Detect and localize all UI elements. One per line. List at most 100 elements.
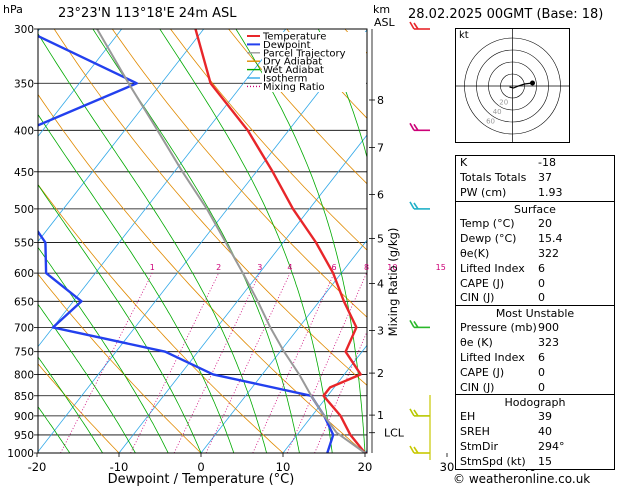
wind-barb-flag (413, 202, 419, 210)
wet-adiabat-line (400, 29, 435, 453)
hodograph-param-row-label: StmSpd (kt) (460, 454, 526, 468)
mixing-ratio-label: 15 (436, 263, 446, 272)
km-tick-label: 7 (377, 141, 384, 154)
surface-table: Surface Temp (°C) 20 Dewp (°C) 15.4 θe(K) 322… (455, 201, 615, 307)
index-row-value: -18 (538, 156, 556, 169)
pressure-tick-label: 600 (14, 268, 34, 280)
indices-table: K -18 Totals Totals 37 PW (cm) 1.93 (455, 155, 615, 203)
surface-row-label: Lifted Index (460, 261, 525, 275)
surface-row-label: CAPE (J) (460, 276, 505, 290)
asl-axis-label: ASL (374, 16, 395, 29)
dry-adiabat-line (38, 183, 284, 453)
km-tick-label: 8 (377, 94, 384, 107)
index-row: PW (cm) 1.93 (456, 186, 614, 201)
surface-row: CAPE (J) 0 (456, 277, 614, 292)
dry-adiabat-line (170, 29, 367, 251)
hodograph-trace (509, 82, 533, 89)
legend-label: Isotherm (263, 74, 307, 85)
most-unstable-row: Pressure (mb) 900 (456, 321, 614, 336)
most-unstable-row-value: 0 (538, 380, 545, 394)
wet-adiabat-line (38, 113, 235, 453)
hodograph-params-table: Hodograph EH 39 SREH 40 StmDir 294° StmSpd (kt… (455, 394, 615, 470)
index-row: Totals Totals 37 (456, 171, 614, 186)
most-unstable-row-value: 900 (538, 321, 559, 334)
most-unstable-row-label: CIN (J) (460, 380, 495, 394)
wind-barb-flag (413, 22, 419, 30)
wind-barb-flag (413, 123, 419, 131)
dry-adiabat-line (53, 29, 367, 386)
hodograph-param-row: StmDir 294° (456, 440, 614, 455)
index-row-label: Totals Totals (460, 170, 527, 184)
index-row: K -18 (456, 156, 614, 171)
storm-motion-marker (530, 80, 535, 86)
isotherm-line (38, 29, 123, 137)
pressure-tick-label: 800 (14, 369, 34, 381)
hodograph: 20 40 60 kt (455, 28, 570, 143)
km-tick-label: 5 (377, 233, 384, 246)
surface-row-label: θe(K) (460, 246, 490, 260)
pressure-tick-label: 350 (14, 78, 34, 90)
pressure-tick-label: 750 (14, 347, 34, 359)
most-unstable-row: CIN (J) 0 (456, 381, 614, 396)
most-unstable-row-value: 0 (538, 365, 545, 379)
wind-barb-flag (409, 122, 415, 131)
mixing-ratio-label: 8 (364, 263, 369, 272)
hodograph-ring-label: 20 (499, 99, 508, 107)
most-unstable-row-value: 323 (538, 335, 559, 349)
wet-adiabat-line (92, 29, 300, 453)
wind-barb-flag (409, 408, 415, 417)
index-row-label: PW (cm) (460, 185, 507, 199)
wet-adiabat-line (317, 29, 367, 159)
isotherm-line (282, 344, 367, 453)
pressure-tick-label: 900 (14, 411, 34, 423)
index-row-value: 1.93 (538, 185, 563, 199)
km-tick-label: LCL (384, 427, 405, 440)
pressure-tick-label: 700 (14, 322, 34, 334)
station-location: 23°23'N 113°18'E 24m ASL (58, 6, 237, 21)
hodograph-ring-label: 40 (493, 108, 502, 116)
wet-adiabat-line (38, 406, 71, 453)
mixing-ratio-line (173, 272, 261, 453)
pressure-tick-label: 1000 (7, 448, 34, 460)
index-row-label: K (460, 156, 468, 169)
temperature-tick-label: 10 (276, 460, 291, 474)
mixing-ratio-label: 6 (332, 263, 337, 272)
hpa-axis-label: hPa (3, 3, 23, 16)
sounding-datetime: 28.02.2025 00GMT (Base: 18) (408, 7, 604, 22)
legend-label: Mixing Ratio (263, 82, 325, 93)
pressure-tick-label: 950 (14, 430, 34, 442)
most-unstable-row-label: CAPE (J) (460, 365, 505, 379)
hodograph-param-row-value: 40 (538, 424, 552, 438)
surface-row-value: 0 (538, 291, 545, 305)
surface-row: CIN (J) 0 (456, 291, 614, 306)
pressure-tick-label: 500 (14, 204, 34, 216)
dry-adiabat-line (38, 273, 202, 453)
index-row-value: 37 (538, 170, 552, 184)
copyright-footer: © weatheronline.co.uk (453, 472, 591, 486)
hodograph-param-row-value: 39 (538, 410, 552, 423)
km-axis-label: km (373, 3, 391, 16)
isotherm-line (38, 29, 287, 348)
wet-adiabat-line (38, 246, 169, 453)
most-unstable-row: θe (K) 323 (456, 336, 614, 351)
most-unstable-row-label: θe (K) (460, 335, 493, 349)
hodograph-params-title: Hodograph (504, 396, 566, 409)
wind-barb-flag (413, 446, 419, 454)
surface-row: Lifted Index 6 (456, 262, 614, 277)
hodograph-param-row: SREH 40 (456, 425, 614, 440)
most-unstable-title: Most Unstable (495, 307, 575, 320)
mixing-ratio-label: 2 (216, 263, 221, 272)
most-unstable-row-value: 6 (538, 350, 545, 364)
pressure-tick-label: 450 (14, 167, 34, 179)
legend-label: Dry Adiabat (263, 57, 322, 68)
isotherm-line (200, 239, 367, 453)
hodograph-param-row: StmSpd (kt) 15 (456, 455, 614, 470)
dry-adiabat-line (38, 363, 120, 453)
wet-adiabat-line (38, 32, 267, 453)
isotherm-line (118, 134, 367, 453)
pressure-tick-label: 850 (14, 391, 34, 403)
legend-label: Dewpoint (263, 40, 311, 51)
pressure-tick-label: 650 (14, 296, 34, 308)
most-unstable-table: Most Unstable Pressure (mb) 900 θe (K) 323 L… (455, 305, 615, 396)
